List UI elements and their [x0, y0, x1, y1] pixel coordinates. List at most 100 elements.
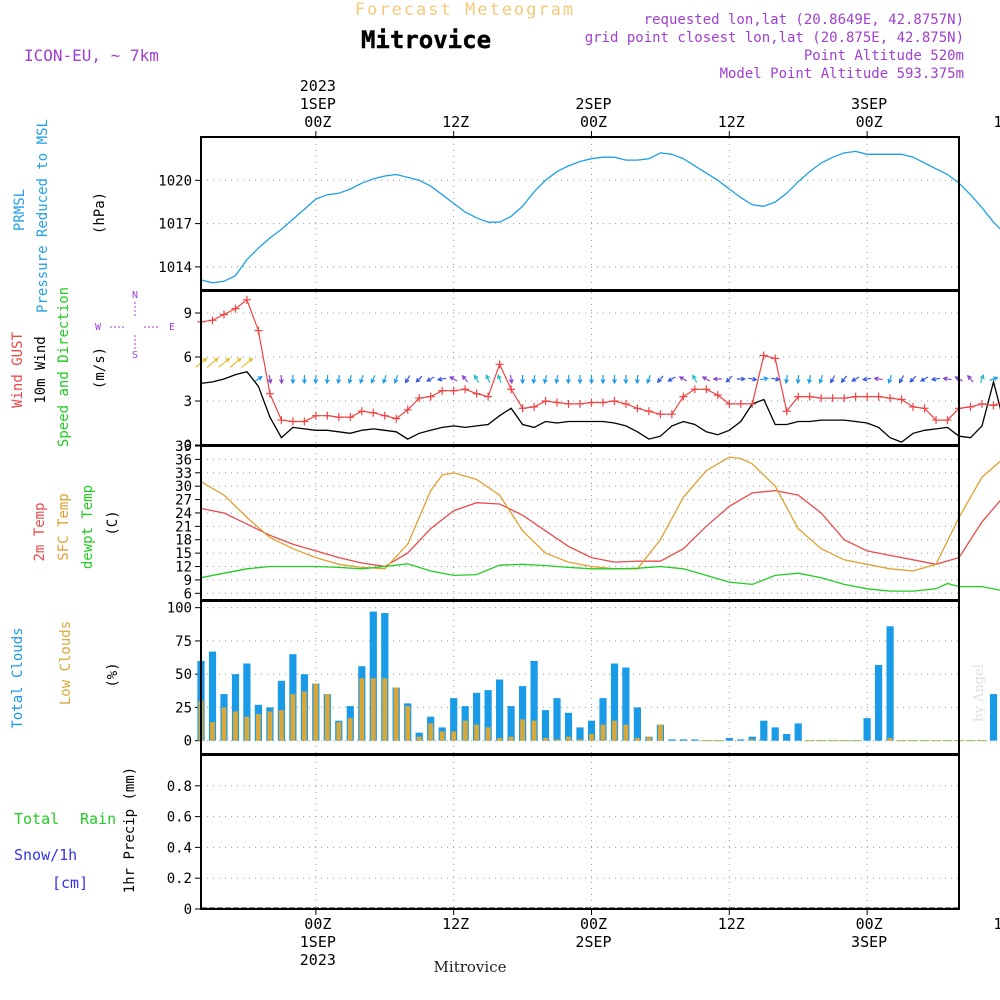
total-cloud-bar [886, 626, 894, 741]
wind-direction-arrow [336, 374, 342, 385]
y-tick-label: 0.8 [167, 779, 192, 795]
total-cloud-bar [530, 660, 538, 741]
gust-marker [518, 404, 527, 413]
y-tick-label: 0 [184, 438, 192, 454]
wind-direction-arrow [736, 376, 747, 382]
wind-direction-arrow [206, 357, 219, 368]
low-cloud-bar [612, 720, 617, 741]
gust-marker [725, 399, 734, 408]
pressure-label-long: Pressure Reduced to MSL [35, 119, 51, 313]
total-cloud-bar [243, 663, 251, 741]
y-tick-label: 33 [175, 466, 192, 482]
wind-direction-arrow [520, 375, 526, 385]
time-label-bottom: 12Z [993, 915, 1000, 933]
low-cloud-bar [646, 736, 652, 741]
wind-panel: 0 3 6 9 [184, 290, 1000, 454]
y-tick-label: 0 [184, 734, 192, 750]
wind-direction-arrow [382, 374, 387, 384]
wind-direction-arrow [967, 374, 974, 383]
wind-direction-arrow [347, 374, 353, 385]
gust-marker [472, 389, 481, 398]
total-cloud-bar [863, 718, 871, 741]
y-tick-label: 6 [184, 586, 192, 602]
wind-direction-arrow [678, 376, 688, 382]
precip-axis-label: 1hr Precip (mm) [122, 767, 138, 893]
gust-marker [564, 399, 573, 408]
gust-marker [576, 399, 584, 408]
time-label-top: 12Z [442, 113, 469, 131]
gust-marker [690, 385, 699, 394]
low-cloud-bar [543, 738, 548, 741]
y-tick-label: 75 [175, 634, 192, 650]
gust-marker [851, 392, 860, 401]
y-tick-label: 9 [184, 306, 192, 322]
low-cloud-bar [635, 738, 640, 741]
gust-marker [598, 398, 607, 407]
wind-direction-arrow [725, 375, 733, 383]
wind-direction-arrow [531, 374, 537, 385]
wind-direction-arrow [290, 375, 296, 385]
low-cloud-bar [497, 738, 502, 741]
model-label: ICON-EU, ~ 7km [24, 46, 159, 65]
wind-direction-arrow [393, 374, 399, 384]
wind-direction-arrow [485, 374, 491, 383]
total-cloud-bar [576, 727, 584, 741]
low-cloud-bar [531, 720, 537, 741]
total-cloud-bar [875, 664, 883, 741]
y-tick-label: 18 [175, 533, 192, 549]
gust-marker [265, 389, 274, 398]
gust-marker [311, 411, 320, 420]
y-tick-label: 0 [184, 902, 192, 918]
time-label-bottom: 00Z [856, 915, 883, 933]
wind-direction-arrow [818, 374, 824, 384]
gust-marker [219, 310, 228, 319]
low-cloud-bar [336, 722, 342, 741]
wind-direction-arrow [851, 376, 860, 382]
gust-marker [874, 392, 883, 401]
low-cloud-bar [359, 678, 365, 741]
gust-marker [541, 397, 550, 405]
total-cloud-bar [679, 739, 687, 741]
temp2m-line [200, 489, 1000, 568]
model-altitude: Model Point Altitude 593.375m [720, 66, 964, 82]
gust-marker [334, 413, 343, 422]
wind-direction-arrow [807, 374, 812, 385]
wind-direction-arrow [989, 376, 999, 381]
y-tick-label: 100 [167, 601, 192, 617]
grid-point-coords: grid point closest lon,lat (20.875E, 42.… [585, 30, 964, 46]
compass-lines [110, 302, 160, 350]
temp-unit: (C) [105, 510, 121, 535]
wind-direction-arrow [543, 374, 548, 385]
clouds-unit: (%) [105, 662, 121, 687]
gust-marker [621, 399, 630, 408]
wind-direction-arrow [426, 376, 435, 382]
compass-south: S [132, 350, 138, 361]
low-cloud-bar [267, 711, 273, 741]
gust-marker [897, 395, 906, 404]
wind-direction-arrow [909, 375, 917, 383]
low-cloud-bar [887, 738, 893, 741]
low-cloud-bar [221, 707, 227, 741]
gust-marker [932, 416, 941, 425]
low-cloud-bar [210, 722, 215, 741]
wind-direction-arrow [656, 375, 664, 384]
time-label-bottom: 2SEP [575, 933, 611, 951]
gust-marker [943, 416, 952, 425]
gust-label: Wind GUST [10, 332, 26, 408]
y-tick-label: 21 [175, 519, 192, 535]
total-cloud-bar [231, 674, 240, 741]
wind-direction-arrow [701, 376, 711, 382]
time-label-bottom: 3SEP [851, 933, 887, 951]
wind-direction-arrow [840, 375, 848, 384]
pressure-unit: (hPa) [92, 192, 108, 234]
time-label-bottom: 00Z [304, 915, 331, 933]
time-label-bottom: 2023 [300, 951, 336, 969]
low-cloud-bar [382, 678, 388, 741]
total-cloud-bar [369, 611, 377, 741]
total-cloud-bar [484, 690, 492, 741]
gust-marker [438, 386, 447, 395]
sfc-temp-line [200, 456, 1000, 572]
low-cloud-bar [405, 706, 411, 741]
gust-marker [415, 394, 424, 403]
